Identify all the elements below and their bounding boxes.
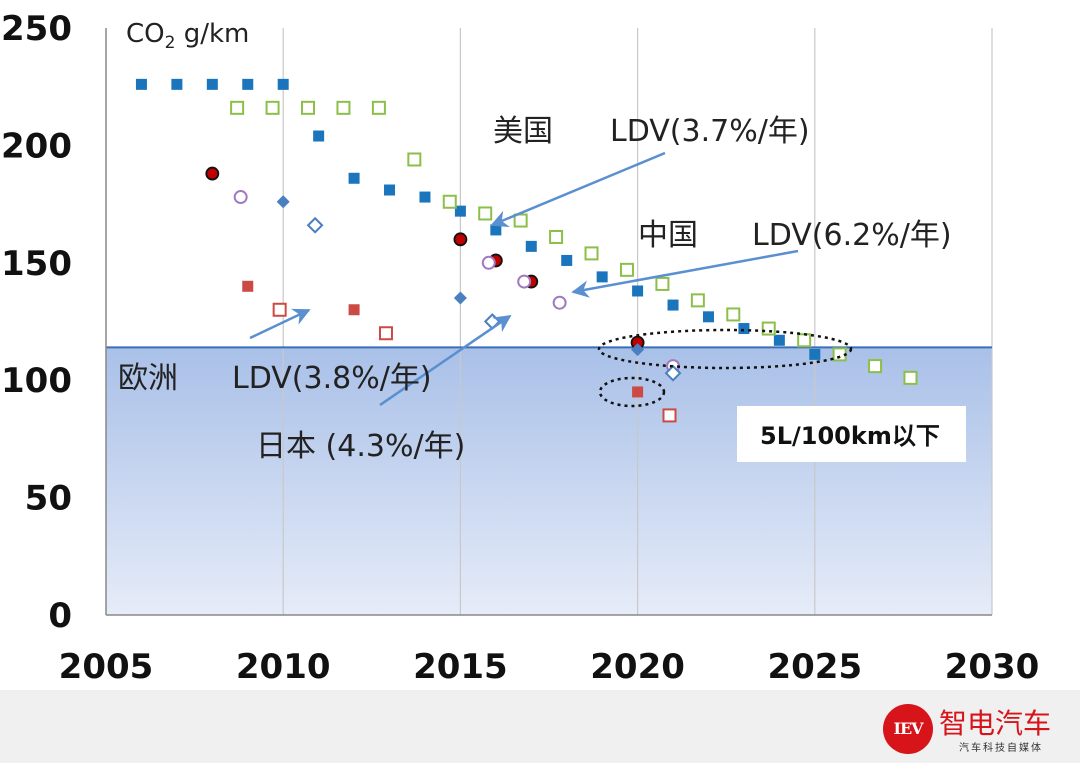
point-china-open-square-2008.7	[230, 100, 245, 115]
point-us-filled-square-2006	[135, 78, 147, 90]
japan-rate-label: 日本 (4.3%/年)	[256, 429, 465, 464]
point-china-open-square-2011.7	[336, 100, 351, 115]
highlight-ellipse-2020-2025	[597, 328, 853, 370]
point-eu-filled-square-2012	[348, 304, 360, 316]
logo-name: 智电汽车	[939, 707, 1052, 740]
point-china-open-square-2012.7	[371, 100, 386, 115]
point-eu-open-square-2012.9	[378, 326, 393, 341]
point-us-filled-square-2015	[454, 205, 466, 217]
point-us-filled-square-2008	[206, 78, 218, 90]
y-tick-50: 50	[25, 479, 72, 519]
x-tick-2020: 2020	[590, 647, 685, 687]
x-tick-2010: 2010	[236, 647, 331, 687]
below-target-shaded-area	[106, 347, 992, 615]
point-us-filled-square-2020	[632, 285, 644, 297]
china-arrow	[571, 249, 799, 298]
point-us-filled-square-2021	[667, 299, 679, 311]
point-us-filled-square-2017	[525, 240, 537, 252]
point-china-open-square-2023.7	[761, 321, 776, 336]
note-box	[737, 406, 966, 462]
point-eu-open-square-2020.9	[662, 408, 677, 423]
japan-arrow	[379, 314, 512, 407]
point-china-open-square-2018.7	[584, 246, 599, 261]
logo-tagline: 汽车科技自媒体	[959, 743, 1043, 754]
note-text: 5L/100km以下	[760, 422, 940, 450]
point-japan-open-circle-2016.8	[517, 274, 532, 289]
co2-scatter-chart: 0 50 100 150 200 250 2005 2010 2015 2020 2025 2030…	[1, 9, 1040, 687]
point-us-filled-square-2016	[490, 224, 502, 236]
highlight-ellipse-eu-2020	[598, 376, 666, 408]
y-tick-labels: 0 50 100 150 200 250	[1, 9, 72, 636]
us-arrow	[490, 151, 666, 228]
point-japan-open-circle-2008.8	[233, 190, 248, 205]
point-china-open-square-2022.7	[726, 307, 741, 322]
x-tick-labels: 2005 2010 2015 2020 2025 2030	[59, 647, 1040, 687]
eu-region-label: 欧洲	[118, 361, 178, 396]
point-us-filled-square-2024	[773, 334, 785, 346]
point-us-filled-square-2014	[419, 191, 431, 203]
y-tick-0: 0	[48, 596, 72, 636]
point-china-open-square-2015.7	[478, 206, 493, 221]
point-china-open-square-2013.7	[407, 152, 422, 167]
point-us-filled-square-2010	[277, 78, 289, 90]
y-axis-label: CO2 g/km	[126, 19, 249, 53]
point-china-open-square-2026.7	[868, 359, 883, 374]
point-us-filled-square-2007	[171, 78, 183, 90]
point-china-open-square-2021.7	[690, 293, 705, 308]
x-tick-2030: 2030	[945, 647, 1040, 687]
point-japan-filled-diamond-2015	[453, 291, 467, 305]
x-tick-2015: 2015	[413, 647, 508, 687]
logo-badge: IEV	[883, 704, 933, 754]
point-china-open-square-2027.7	[903, 370, 918, 385]
point-us-filled-square-2012	[348, 172, 360, 184]
point-us-filled-square-2022	[702, 311, 714, 323]
point-us-filled-square-2018	[561, 254, 573, 266]
y-tick-100: 100	[1, 361, 72, 401]
y-tick-200: 200	[1, 126, 72, 166]
point-china-open-square-2017.7	[549, 229, 564, 244]
vertical-gridlines	[282, 28, 993, 615]
point-china-open-square-2024.7	[797, 333, 812, 348]
point-japan-dot-2008	[205, 166, 220, 181]
point-japan-filled-diamond-2010	[276, 195, 290, 209]
point-china-open-square-2020.7	[655, 276, 670, 291]
data-points	[135, 78, 918, 423]
point-eu-open-square-2009.9	[272, 302, 287, 317]
point-eu-filled-square-2009	[242, 280, 254, 292]
point-japan-open-diamond-2010.9	[306, 216, 324, 234]
point-china-open-square-2010.7	[301, 100, 316, 115]
point-china-open-square-2019.7	[619, 262, 634, 277]
point-japan-open-circle-2017.8	[552, 295, 567, 310]
y-tick-250: 250	[1, 9, 72, 49]
point-us-filled-square-2009	[242, 78, 254, 90]
us-rate-label: LDV(3.7%/年)	[610, 114, 810, 149]
point-japan-dot-2015	[453, 232, 468, 247]
eu-rate-label: LDV(3.8%/年)	[232, 361, 432, 396]
point-china-open-square-2016.7	[513, 213, 528, 228]
china-region-label: 中国	[638, 218, 698, 253]
y-tick-150: 150	[1, 244, 72, 284]
point-japan-filled-diamond-2020	[631, 343, 645, 357]
us-region-label: 美国	[493, 114, 553, 149]
point-us-filled-square-2011	[313, 130, 325, 142]
point-china-open-square-2009.7	[265, 100, 280, 115]
point-us-filled-square-2023	[738, 323, 750, 335]
x-tick-2025: 2025	[767, 647, 862, 687]
point-us-filled-square-2019	[596, 271, 608, 283]
point-us-filled-square-2025	[809, 348, 821, 360]
point-eu-filled-square-2020	[632, 386, 644, 398]
china-rate-label: LDV(6.2%/年)	[752, 218, 952, 253]
point-japan-open-diamond-2015.9	[483, 313, 501, 330]
point-japan-open-diamond-2021	[664, 364, 682, 382]
point-us-filled-square-2013	[384, 184, 396, 196]
eu-arrow	[249, 308, 311, 340]
point-japan-open-circle-2015.8	[481, 255, 496, 270]
watermark-logo: IEV 智电汽车 汽车科技自媒体	[883, 700, 1073, 758]
x-tick-2005: 2005	[59, 647, 154, 687]
point-china-open-square-2014.7	[442, 194, 457, 209]
